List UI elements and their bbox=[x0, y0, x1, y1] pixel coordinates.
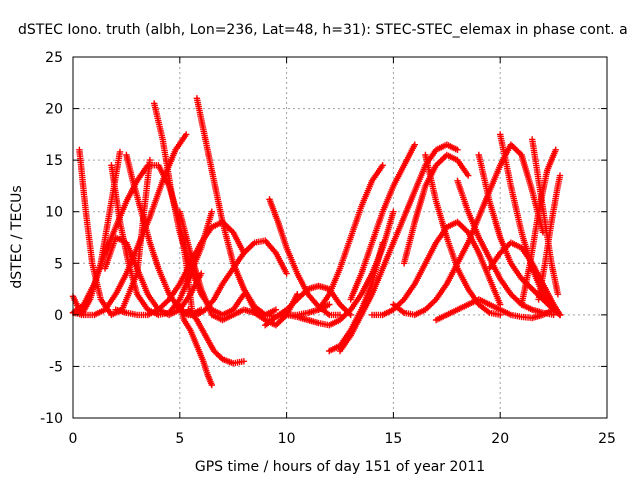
series-21-points bbox=[315, 162, 386, 313]
series-11 bbox=[193, 95, 280, 319]
series-17-points bbox=[266, 196, 344, 319]
series-20-points bbox=[336, 141, 461, 355]
series-34 bbox=[535, 172, 564, 303]
series-22-points bbox=[347, 141, 418, 303]
series-26 bbox=[422, 151, 504, 319]
y-tick-label: 25 bbox=[45, 50, 63, 66]
y-axis-label: dSTEC / TECUs bbox=[9, 185, 25, 288]
series-13 bbox=[185, 306, 248, 367]
axis-ticks: 0 5 10 15 20 25 -10 -5 0 5 10 15 20 25 bbox=[40, 50, 616, 447]
data-points bbox=[69, 95, 564, 389]
series-22 bbox=[347, 141, 418, 303]
chart-title: dSTEC Iono. truth (albh, Lon=236, Lat=48… bbox=[18, 22, 628, 38]
x-tick-label: 5 bbox=[175, 431, 184, 447]
y-tick-label: 15 bbox=[45, 153, 63, 169]
series-17 bbox=[266, 196, 344, 319]
y-tick-label: -5 bbox=[49, 359, 63, 375]
plot-frame bbox=[72, 56, 608, 419]
grid bbox=[73, 57, 607, 418]
x-tick-label: 0 bbox=[69, 431, 78, 447]
series-25-points bbox=[400, 151, 472, 267]
series-34-points bbox=[535, 172, 564, 303]
x-tick-label: 10 bbox=[278, 431, 296, 447]
series-25 bbox=[400, 151, 472, 267]
x-tick-label: 25 bbox=[598, 431, 616, 447]
x-tick-label: 20 bbox=[491, 431, 509, 447]
series-21 bbox=[315, 162, 386, 313]
y-tick-label: 10 bbox=[45, 205, 63, 221]
series-26-points bbox=[422, 151, 504, 319]
y-tick-label: 20 bbox=[45, 102, 63, 118]
series-12-points bbox=[176, 301, 215, 389]
series-12 bbox=[176, 301, 215, 389]
y-tick-label: 0 bbox=[54, 308, 63, 324]
series-11-points bbox=[193, 95, 280, 319]
series-20 bbox=[336, 141, 461, 355]
y-tick-label: -10 bbox=[40, 411, 63, 427]
series-16-points bbox=[262, 282, 354, 329]
series-16 bbox=[262, 282, 354, 329]
x-tick-label: 15 bbox=[384, 431, 402, 447]
y-tick-label: 5 bbox=[54, 256, 63, 272]
series-13-points bbox=[185, 306, 248, 367]
x-axis-label: GPS time / hours of day 151 of year 2011 bbox=[195, 459, 485, 475]
